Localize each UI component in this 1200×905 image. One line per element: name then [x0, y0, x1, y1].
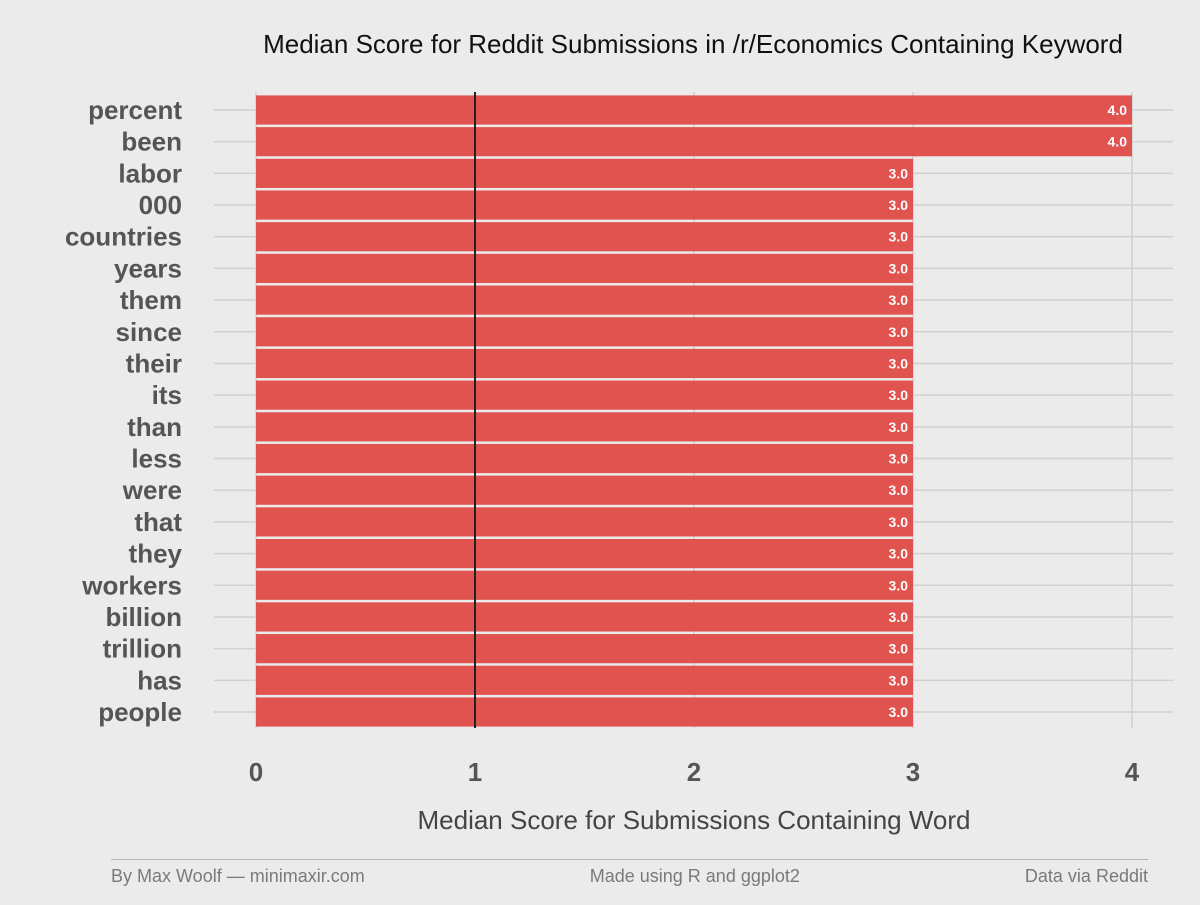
y-tick-label: people [98, 697, 182, 727]
bar [256, 475, 913, 505]
y-tick-label: labor [118, 158, 182, 188]
data-label: 3.0 [889, 229, 909, 245]
data-label: 3.0 [889, 419, 909, 435]
footer-credit: By Max Woolf — minimaxir.com [111, 866, 365, 886]
x-axis-title: Median Score for Submissions Containing … [417, 805, 970, 835]
data-label: 3.0 [889, 292, 909, 308]
data-label: 4.0 [1108, 134, 1128, 150]
y-tick-label: billion [105, 602, 182, 632]
data-label: 3.0 [889, 704, 909, 720]
y-tick-label: has [137, 665, 182, 695]
y-tick-label: than [127, 412, 182, 442]
bar [256, 507, 913, 537]
bar [256, 538, 913, 569]
data-label: 3.0 [889, 514, 909, 530]
footer: By Max Woolf — minimaxir.com Made using … [111, 859, 1148, 887]
data-label: 3.0 [889, 482, 909, 498]
y-tick-label: trillion [103, 634, 182, 664]
x-tick-label: 2 [687, 757, 701, 787]
bar [256, 697, 913, 727]
data-label: 3.0 [889, 324, 909, 340]
data-label: 3.0 [889, 355, 909, 371]
data-label: 3.0 [889, 260, 909, 276]
footer-tooling: Made using R and ggplot2 [589, 866, 800, 886]
bar [256, 158, 913, 188]
y-tick-label: workers [81, 570, 182, 600]
bar [256, 348, 913, 379]
bar [256, 443, 913, 474]
data-label: 3.0 [889, 387, 909, 403]
y-tick-label: been [121, 127, 182, 157]
x-tick-label: 3 [906, 757, 920, 787]
y-tick-label: them [120, 285, 182, 315]
y-tick-label: 000 [139, 190, 182, 220]
y-tick-label: its [152, 380, 182, 410]
y-tick-label: countries [65, 222, 182, 252]
bar [256, 190, 913, 220]
bar [256, 222, 913, 252]
y-tick-label: years [114, 253, 182, 283]
bar [256, 317, 913, 347]
data-label: 3.0 [889, 609, 909, 625]
y-tick-label: they [129, 539, 183, 569]
data-label: 4.0 [1108, 102, 1128, 118]
bar [256, 285, 913, 315]
y-tick-label: percent [88, 95, 182, 125]
data-label: 3.0 [889, 165, 909, 181]
bar [256, 253, 913, 284]
x-tick-label: 0 [249, 757, 263, 787]
bar [256, 570, 913, 600]
data-label: 3.0 [889, 672, 909, 688]
bar [256, 412, 913, 442]
y-tick-label: were [122, 475, 182, 505]
data-label: 3.0 [889, 577, 909, 593]
data-label: 3.0 [889, 197, 909, 213]
data-label: 3.0 [889, 451, 909, 467]
footer-source: Data via Reddit [1024, 866, 1148, 886]
bar [256, 380, 913, 410]
bar [256, 602, 913, 632]
chart-title: Median Score for Reddit Submissions in /… [263, 29, 1123, 59]
y-tick-label: since [116, 317, 183, 347]
data-label: 3.0 [889, 641, 909, 657]
bar [256, 95, 1132, 125]
data-label: 3.0 [889, 546, 909, 562]
bar [256, 127, 1132, 157]
y-tick-label: less [131, 444, 182, 474]
x-tick-label: 1 [468, 757, 482, 787]
bar [256, 665, 913, 695]
y-tick-label: that [134, 507, 182, 537]
bar [256, 634, 913, 664]
x-tick-label: 4 [1125, 757, 1140, 787]
y-tick-label: their [126, 348, 182, 378]
